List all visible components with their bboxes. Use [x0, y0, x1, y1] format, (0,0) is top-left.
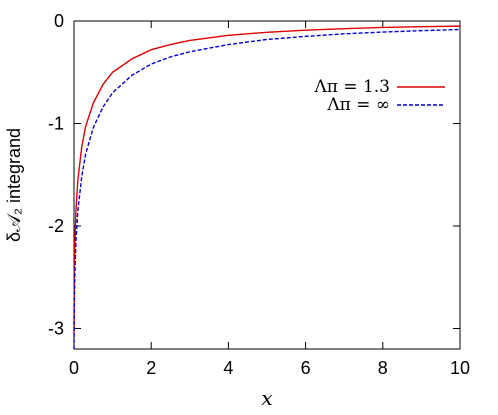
y-tick-label: -2: [48, 216, 64, 236]
y-tick-label: -3: [48, 319, 64, 339]
legend: Λπ = 1.3Λπ = ∞: [313, 77, 445, 115]
series-layer: [73, 25, 461, 350]
x-tick-label: 6: [301, 358, 311, 378]
x-tick-label: 4: [223, 358, 233, 378]
y-tick-label: -1: [48, 114, 64, 134]
y-tick-label: 0: [54, 11, 64, 31]
series-line-2: [73, 28, 461, 350]
y-axis-label: δ𝒜₂ integrand: [4, 128, 24, 242]
x-tick-label: 8: [378, 358, 388, 378]
x-tick-label: 0: [69, 358, 79, 378]
plot-frame: [73, 20, 461, 350]
legend-label-2: Λπ = ∞: [326, 95, 390, 115]
x-axis-label: x: [261, 386, 272, 410]
ticks-group: 0 2 4 6 8 10 0 -1 -2 -3: [48, 11, 470, 378]
legend-label-1: Λπ = 1.3: [313, 77, 390, 97]
x-tick-label: 2: [146, 358, 156, 378]
series-line-1: [73, 25, 461, 334]
x-tick-label: 10: [450, 358, 470, 378]
